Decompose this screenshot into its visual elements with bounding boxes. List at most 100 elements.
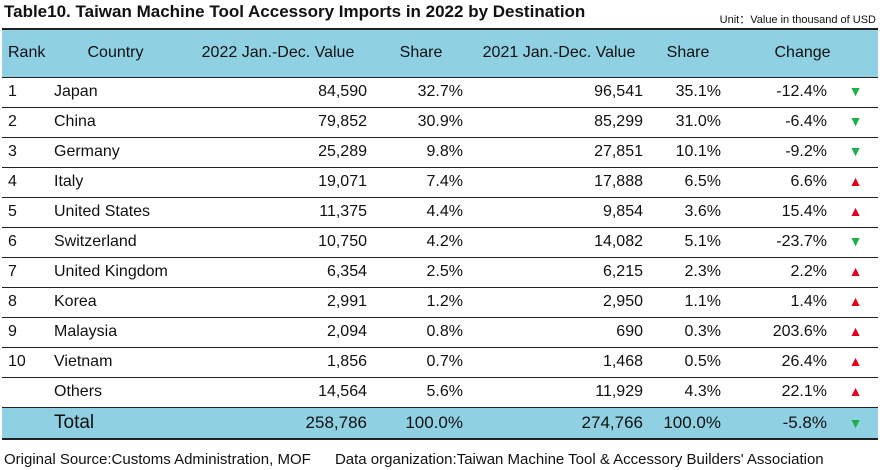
cell-country: Japan (48, 77, 183, 108)
cell-country: United States (48, 197, 183, 228)
imports-table: Rank Country 2022 Jan.-Dec. Value Share … (2, 28, 879, 440)
cell-rank: 2 (2, 107, 48, 138)
cell-change: 22.1% (727, 377, 833, 408)
unit-note: Unit：Value in thousand of USD (719, 14, 876, 26)
cell-change: 26.4% (727, 347, 833, 378)
cell-rank: 9 (2, 317, 48, 348)
cell-country: Italy (48, 167, 183, 198)
cell-value-2022: 11,375 (183, 197, 373, 228)
header-row: Rank Country 2022 Jan.-Dec. Value Share … (2, 28, 879, 78)
cell-share-2021: 6.5% (649, 167, 727, 198)
up-arrow-icon: ▲ (848, 383, 863, 399)
header-share-2021: Share (649, 28, 727, 78)
total-label: Total (48, 407, 183, 440)
cell-share-2022: 4.4% (373, 197, 469, 228)
cell-change: -6.4% (727, 107, 833, 138)
cell-rank: 5 (2, 197, 48, 228)
header-change: Change (727, 28, 879, 78)
source-note: Original Source:Customs Administration, … (4, 451, 311, 468)
total-share-2022: 100.0% (373, 407, 469, 440)
table-row: 9 Malaysia 2,094 0.8% 690 0.3% 203.6% ▲ (2, 317, 879, 348)
cell-trend: ▼ (833, 77, 879, 108)
down-arrow-icon: ▼ (848, 113, 863, 129)
cell-share-2022: 2.5% (373, 257, 469, 288)
cell-value-2021: 690 (469, 317, 649, 348)
up-arrow-icon: ▲ (848, 323, 863, 339)
cell-value-2022: 1,856 (183, 347, 373, 378)
cell-country: Germany (48, 137, 183, 168)
cell-value-2022: 19,071 (183, 167, 373, 198)
total-value-2021: 274,766 (469, 407, 649, 440)
cell-country: Vietnam (48, 347, 183, 378)
cell-value-2022: 84,590 (183, 77, 373, 108)
cell-share-2021: 31.0% (649, 107, 727, 138)
table-row: 6 Switzerland 10,750 4.2% 14,082 5.1% -23.7% ▼ (2, 227, 879, 258)
cell-share-2022: 32.7% (373, 77, 469, 108)
table-row: 10 Vietnam 1,856 0.7% 1,468 0.5% 26.4% ▲ (2, 347, 879, 378)
cell-change: 2.2% (727, 257, 833, 288)
total-change: -5.8% (727, 407, 833, 440)
organization-note: Data organization:Taiwan Machine Tool & … (334, 451, 824, 468)
cell-value-2022: 6,354 (183, 257, 373, 288)
cell-share-2021: 1.1% (649, 287, 727, 318)
header-value-2022: 2022 Jan.-Dec. Value (183, 28, 373, 78)
cell-trend: ▲ (833, 257, 879, 288)
up-arrow-icon: ▲ (848, 293, 863, 309)
cell-change: 6.6% (727, 167, 833, 198)
cell-value-2021: 96,541 (469, 77, 649, 108)
up-arrow-icon: ▲ (848, 353, 863, 369)
cell-change: -23.7% (727, 227, 833, 258)
table-row: 2 China 79,852 30.9% 85,299 31.0% -6.4% ▼ (2, 107, 879, 138)
cell-trend: ▲ (833, 167, 879, 198)
cell-share-2022: 7.4% (373, 167, 469, 198)
total-trend-icon: ▼ (833, 407, 879, 440)
total-share-2021: 100.0% (649, 407, 727, 440)
cell-value-2022: 2,991 (183, 287, 373, 318)
cell-change: -12.4% (727, 77, 833, 108)
down-arrow-icon: ▼ (848, 143, 863, 159)
cell-change: 203.6% (727, 317, 833, 348)
cell-country: China (48, 107, 183, 138)
cell-country: Malaysia (48, 317, 183, 348)
footer: Original Source:Customs Administration, … (4, 451, 824, 468)
cell-value-2022: 79,852 (183, 107, 373, 138)
cell-trend: ▼ (833, 107, 879, 138)
cell-trend: ▲ (833, 347, 879, 378)
cell-change: 15.4% (727, 197, 833, 228)
cell-value-2022: 25,289 (183, 137, 373, 168)
cell-trend: ▼ (833, 227, 879, 258)
table-row: 8 Korea 2,991 1.2% 2,950 1.1% 1.4% ▲ (2, 287, 879, 318)
cell-share-2021: 0.3% (649, 317, 727, 348)
cell-share-2021: 3.6% (649, 197, 727, 228)
cell-country: United Kingdom (48, 257, 183, 288)
table-row: 5 United States 11,375 4.4% 9,854 3.6% 15.4% ▲ (2, 197, 879, 228)
cell-value-2022: 2,094 (183, 317, 373, 348)
cell-rank: 1 (2, 77, 48, 108)
down-arrow-icon: ▼ (848, 233, 863, 249)
cell-share-2022: 0.8% (373, 317, 469, 348)
cell-trend: ▲ (833, 317, 879, 348)
cell-trend: ▲ (833, 197, 879, 228)
cell-value-2021: 6,215 (469, 257, 649, 288)
cell-country: Korea (48, 287, 183, 318)
cell-share-2021: 0.5% (649, 347, 727, 378)
cell-share-2021: 2.3% (649, 257, 727, 288)
cell-share-2022: 9.8% (373, 137, 469, 168)
cell-rank: 4 (2, 167, 48, 198)
cell-country: Others (48, 377, 183, 408)
header-value-2021: 2021 Jan.-Dec. Value (469, 28, 649, 78)
cell-value-2021: 27,851 (469, 137, 649, 168)
cell-rank: 6 (2, 227, 48, 258)
table-row: 4 Italy 19,071 7.4% 17,888 6.5% 6.6% ▲ (2, 167, 879, 198)
cell-trend: ▲ (833, 377, 879, 408)
cell-value-2021: 9,854 (469, 197, 649, 228)
cell-value-2021: 14,082 (469, 227, 649, 258)
total-rank (2, 407, 48, 440)
down-arrow-icon: ▼ (848, 83, 863, 99)
cell-change: 1.4% (727, 287, 833, 318)
table-row: Others 14,564 5.6% 11,929 4.3% 22.1% ▲ (2, 377, 879, 408)
table-row: 7 United Kingdom 6,354 2.5% 6,215 2.3% 2.2% ▲ (2, 257, 879, 288)
cell-value-2021: 2,950 (469, 287, 649, 318)
up-arrow-icon: ▲ (848, 263, 863, 279)
page-title: Table10. Taiwan Machine Tool Accessory I… (4, 2, 586, 21)
